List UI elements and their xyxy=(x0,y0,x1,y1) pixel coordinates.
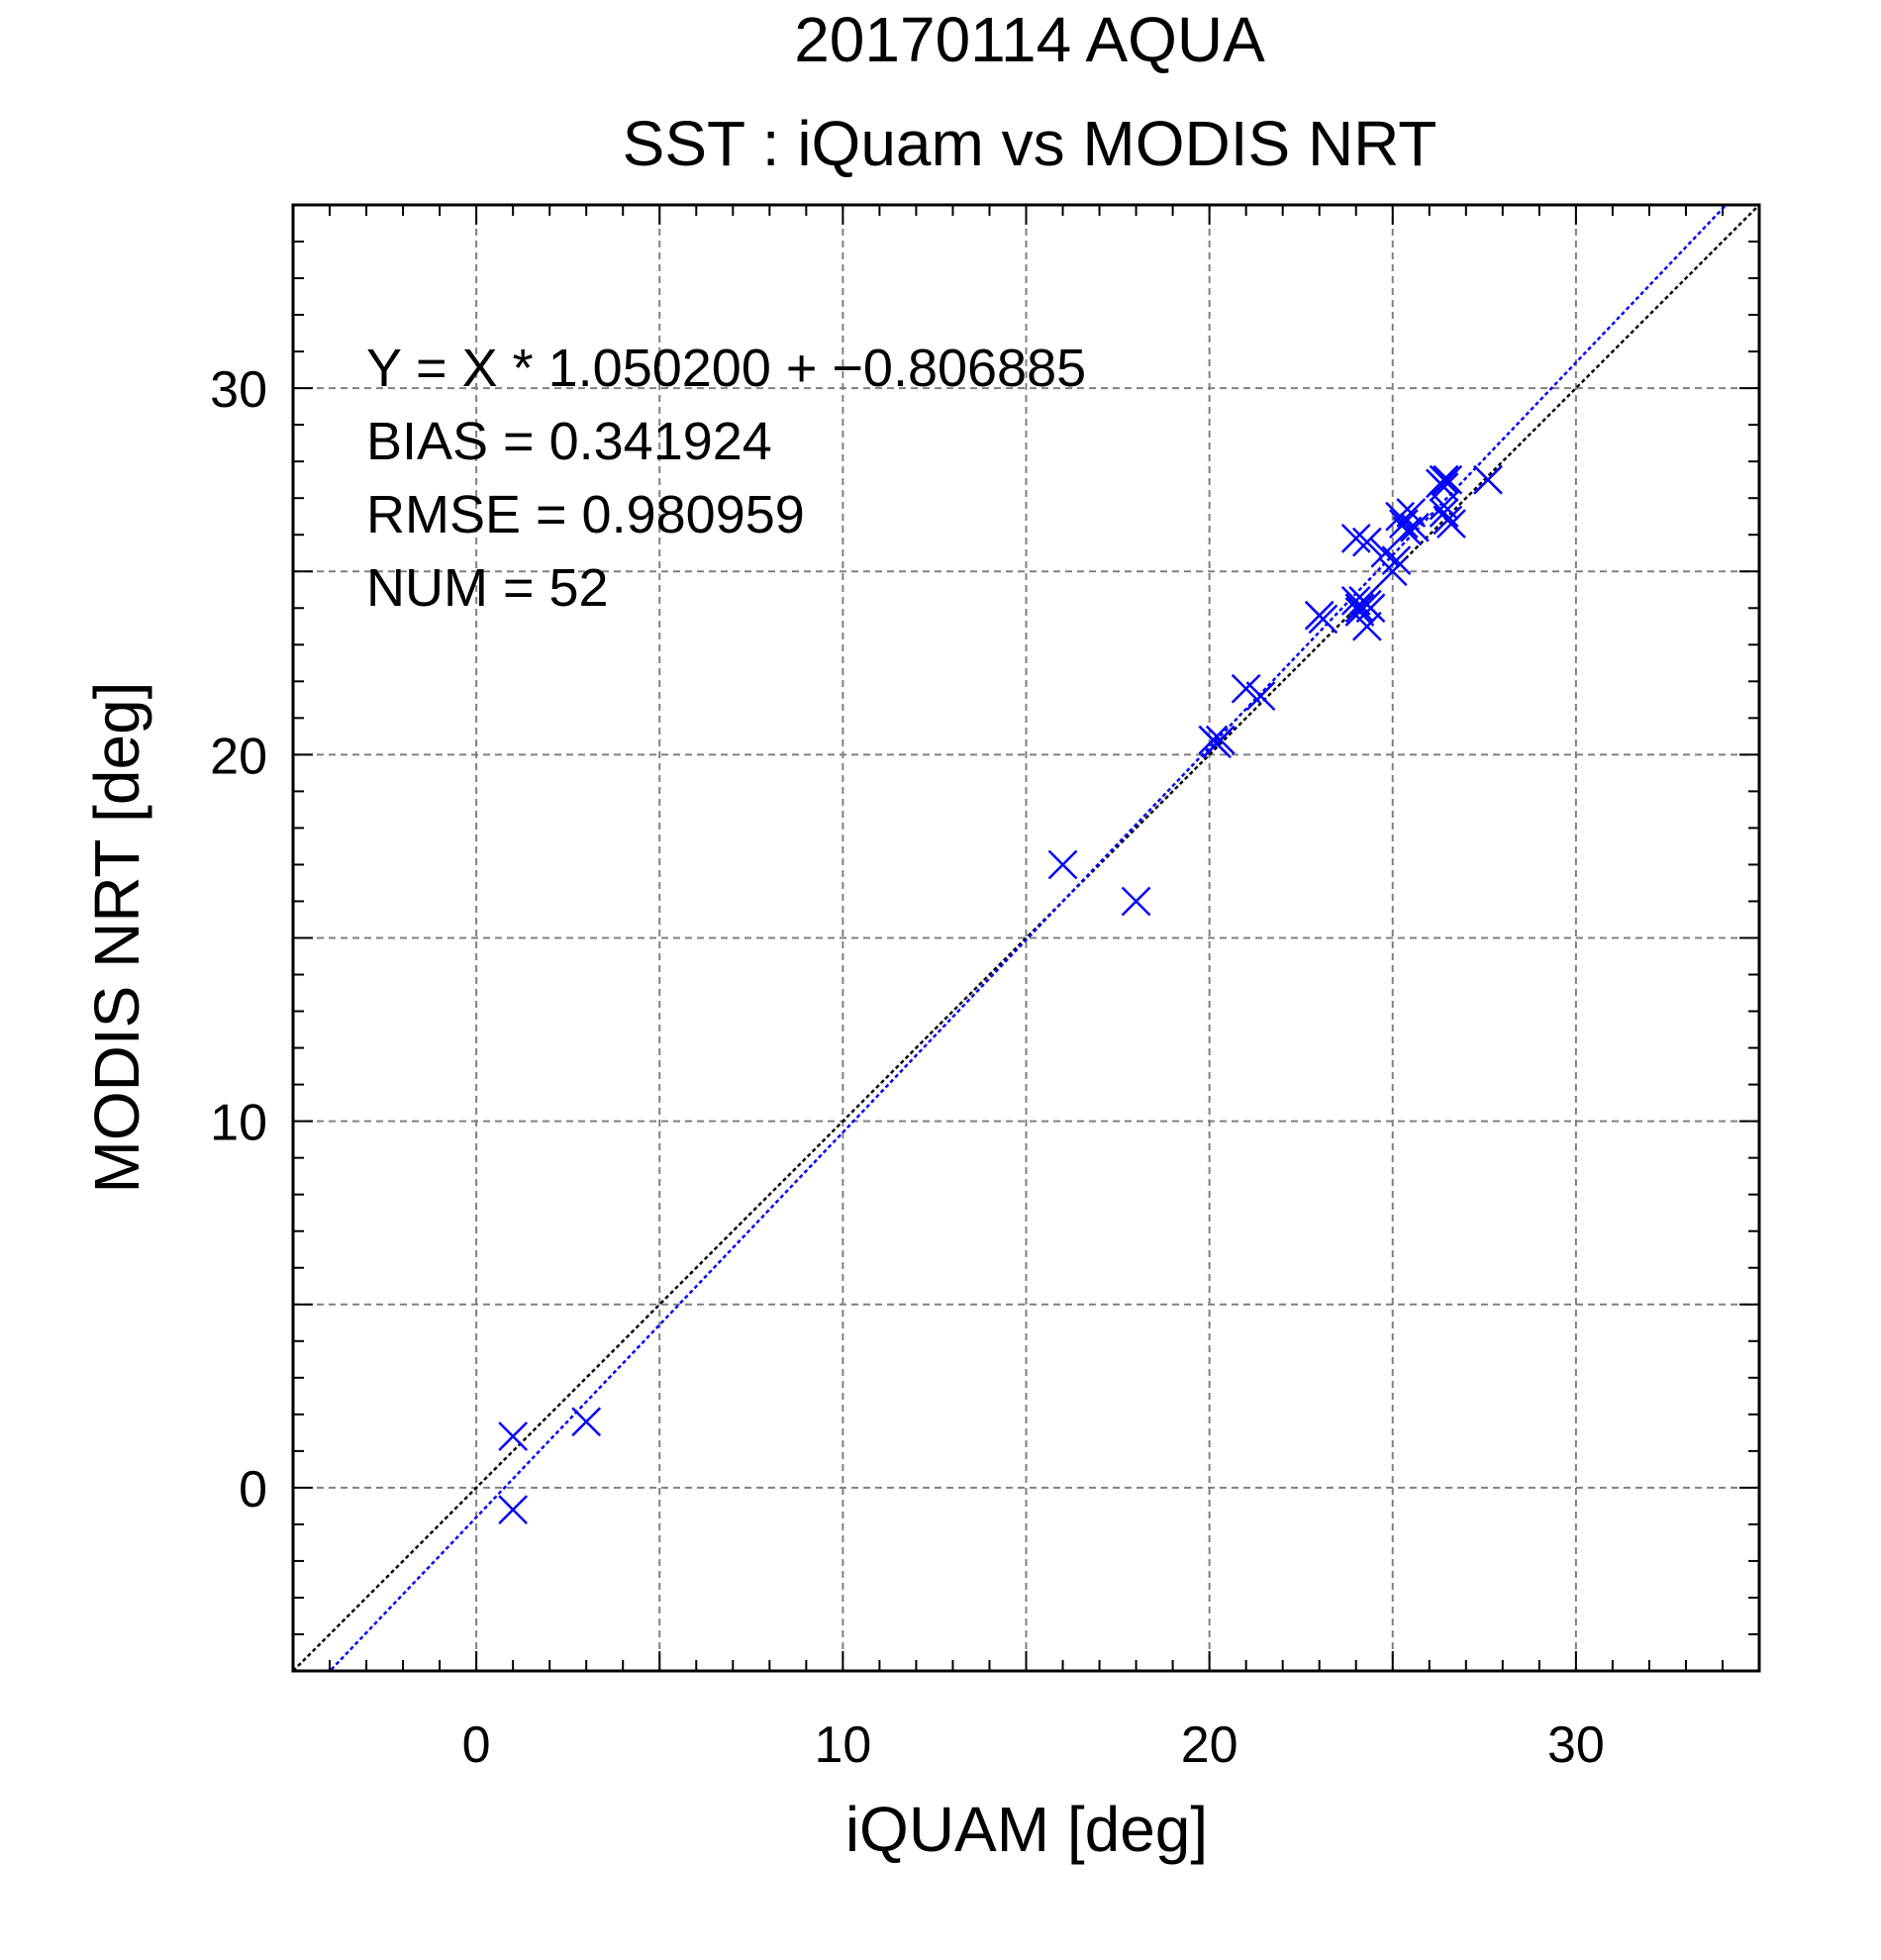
reference-lines xyxy=(293,205,1759,1671)
data-point-marker xyxy=(1433,464,1463,495)
data-point-marker xyxy=(1429,464,1459,495)
data-point-marker xyxy=(1205,725,1236,755)
data-point-marker xyxy=(571,1407,602,1437)
bias-text: BIAS = 0.341924 xyxy=(366,412,772,471)
data-point-marker xyxy=(1245,681,1276,712)
data-points xyxy=(498,464,1503,1524)
y-axis-label: MODIS NRT [deg] xyxy=(81,682,152,1194)
y-tick-label: 0 xyxy=(239,1461,267,1519)
fit-line xyxy=(328,205,1729,1671)
x-tick-label: 20 xyxy=(1181,1716,1238,1774)
grid-lines xyxy=(293,205,1759,1671)
fit-equation-text: Y = X * 1.050200 + −0.806885 xyxy=(366,339,1086,398)
stats-annotation: Y = X * 1.050200 + −0.806885 BIAS = 0.34… xyxy=(366,339,1086,618)
y-tick-labels: 0 10 20 30 xyxy=(210,361,267,1519)
data-point-marker xyxy=(1355,593,1386,624)
data-point-marker xyxy=(1340,585,1371,616)
data-point-marker xyxy=(1392,516,1423,546)
x-axis-label: iQUAM [deg] xyxy=(845,1794,1208,1865)
data-point-marker xyxy=(498,1421,529,1451)
plot-frame xyxy=(291,203,1761,1673)
data-point-marker xyxy=(1344,593,1375,624)
x-tick-label: 10 xyxy=(814,1716,871,1774)
chart-title: 20170114 AQUA xyxy=(794,4,1265,75)
data-point-marker xyxy=(1400,512,1430,542)
x-tick-label: 30 xyxy=(1547,1716,1605,1774)
x-tick-labels: 0 10 20 30 xyxy=(462,1716,1605,1774)
data-point-marker xyxy=(498,1495,529,1524)
x-tick-label: 0 xyxy=(462,1716,491,1774)
data-point-marker xyxy=(1344,597,1375,627)
data-point-marker xyxy=(1385,501,1416,532)
data-point-marker xyxy=(1351,527,1382,557)
data-point-marker xyxy=(1429,490,1459,521)
data-point-marker xyxy=(1436,509,1466,539)
rmse-text: RMSE = 0.980959 xyxy=(366,485,805,544)
y-tick-label: 20 xyxy=(210,728,267,785)
data-point-marker xyxy=(1473,464,1503,495)
data-point-marker xyxy=(1377,556,1408,587)
data-point-marker xyxy=(1231,673,1261,704)
data-point-marker xyxy=(1351,611,1382,641)
data-point-marker xyxy=(1340,524,1371,553)
data-point-marker xyxy=(1381,545,1412,576)
data-point-marker xyxy=(1308,604,1338,635)
chart-subtitle: SST : iQuam vs MODIS NRT xyxy=(623,108,1437,179)
data-point-marker xyxy=(1121,886,1151,917)
count-text: NUM = 52 xyxy=(366,558,609,618)
identity-line xyxy=(293,205,1759,1671)
data-point-marker xyxy=(1047,849,1078,880)
y-tick-label: 10 xyxy=(210,1095,267,1152)
y-tick-label: 30 xyxy=(210,361,267,419)
